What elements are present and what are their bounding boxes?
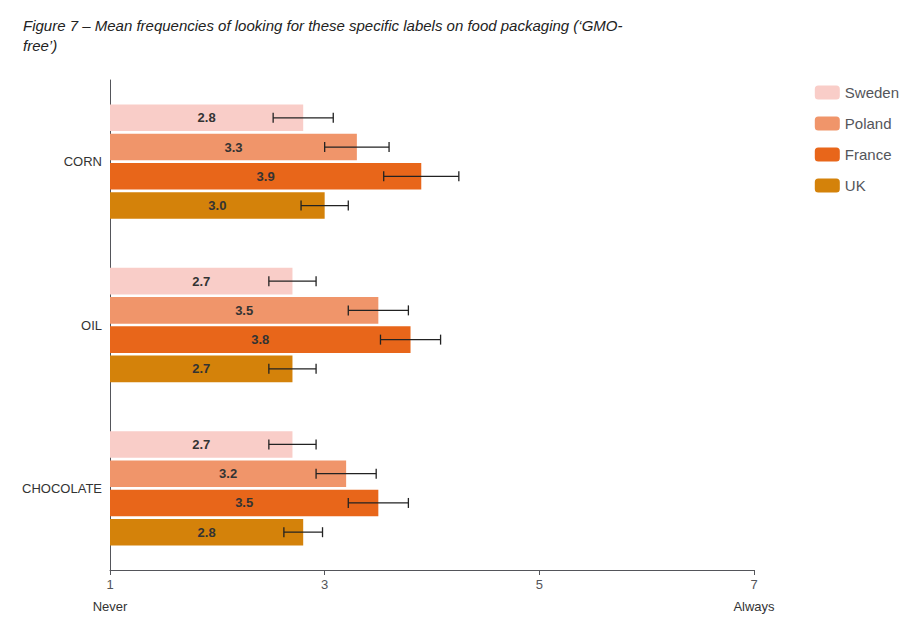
svg-text:Always: Always [733,599,775,614]
svg-text:France: France [845,146,892,163]
svg-text:2.7: 2.7 [192,361,210,376]
svg-text:CHOCOLATE: CHOCOLATE [22,481,102,496]
svg-text:Figure 7 – Mean frequencies of: Figure 7 – Mean frequencies of looking f… [23,17,623,34]
svg-text:2.7: 2.7 [192,274,210,289]
svg-text:3.0: 3.0 [208,198,226,213]
svg-text:2.7: 2.7 [192,437,210,452]
svg-text:2.8: 2.8 [198,110,216,125]
svg-text:1: 1 [106,577,113,592]
svg-text:Sweden: Sweden [845,84,899,101]
svg-text:3.2: 3.2 [219,466,237,481]
svg-text:5: 5 [536,577,543,592]
svg-text:OIL: OIL [81,318,102,333]
svg-text:CORN: CORN [64,154,102,169]
svg-text:7: 7 [750,577,757,592]
svg-text:Poland: Poland [845,115,892,132]
svg-text:3.9: 3.9 [257,169,275,184]
svg-text:free’): free’) [23,37,57,54]
svg-text:3.3: 3.3 [224,140,242,155]
svg-text:3.5: 3.5 [235,303,253,318]
svg-text:Never: Never [93,599,128,614]
svg-text:3: 3 [321,577,328,592]
svg-text:3.5: 3.5 [235,495,253,510]
svg-text:UK: UK [845,177,866,194]
svg-text:3.8: 3.8 [251,332,269,347]
svg-text:2.8: 2.8 [198,525,216,540]
